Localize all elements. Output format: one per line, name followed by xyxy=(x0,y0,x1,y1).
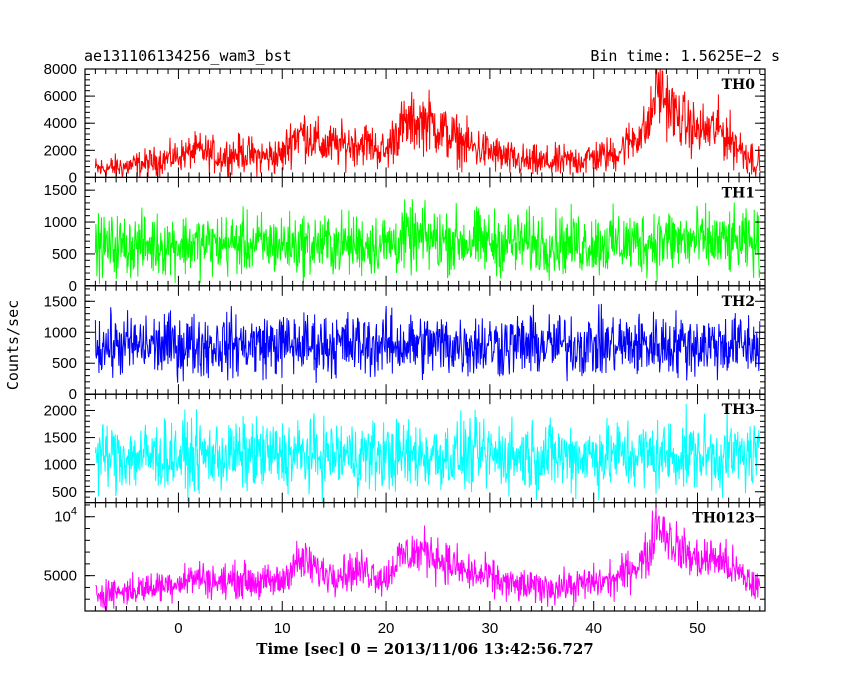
y-tick-label: 1000 xyxy=(44,214,77,231)
x-tick-label: 50 xyxy=(689,620,706,637)
y-tick-label: 0 xyxy=(69,278,77,295)
y-tick-label: 500 xyxy=(52,484,77,501)
y-tick-label: 500 xyxy=(52,355,77,372)
panel-th3: 500 1000 1500 2000 TH3 xyxy=(44,393,766,504)
y-tick-label: 1500 xyxy=(44,182,77,199)
y-tick-label: 2000 xyxy=(44,142,77,159)
y-tick-label: 8000 xyxy=(44,61,77,78)
y-tick-label: 6000 xyxy=(44,88,77,105)
panel-th0: 0 2000 4000 6000 8000 TH0 xyxy=(44,61,766,186)
y-axis-label: Counts/sec xyxy=(4,300,22,390)
y-tick-label: 2000 xyxy=(44,402,77,419)
x-tick-label: 0 xyxy=(174,620,182,637)
x-tick-label: 40 xyxy=(585,620,602,637)
y-tick-label: 1500 xyxy=(44,293,77,310)
y-tick-label: 104 xyxy=(54,506,77,526)
x-tick-label: 30 xyxy=(482,620,499,637)
chart-title: ae131106134256_wam3_bst xyxy=(84,47,292,65)
panel-th1: 0 500 1000 1500 TH1 xyxy=(44,176,766,295)
bin-time-label: Bin time: 1.5625E−2 s xyxy=(590,47,780,65)
y-tick-label: 0 xyxy=(69,386,77,403)
y-tick-label: 0 xyxy=(69,169,77,186)
x-tick-label: 10 xyxy=(274,620,291,637)
x-tick-label: 20 xyxy=(378,620,395,637)
panel-label: TH0123 xyxy=(692,511,755,527)
series-line-th3 xyxy=(94,403,761,503)
series-line-th0 xyxy=(94,69,761,178)
panel-th0123: 5000 104 TH0123 xyxy=(44,502,766,612)
y-tick-label: 1000 xyxy=(44,457,77,474)
panel-frame xyxy=(84,502,766,612)
panel-label: TH3 xyxy=(722,402,755,418)
series-line-th0123 xyxy=(95,504,761,612)
y-tick-label: 1500 xyxy=(44,430,77,447)
y-tick-label: 5000 xyxy=(44,568,77,585)
x-axis-label: Time [sec] 0 = 2013/11/06 13:42:56.727 xyxy=(256,640,593,658)
panel-label: TH1 xyxy=(722,185,755,201)
series-line-th1 xyxy=(94,199,761,285)
series-line-th2 xyxy=(94,303,761,383)
y-tick-label: 4000 xyxy=(44,115,77,132)
y-tick-label: 500 xyxy=(52,246,77,263)
panel-label: TH2 xyxy=(722,294,755,310)
panel-th2: 0 500 1000 1500 TH2 xyxy=(44,285,766,403)
y-tick-label: 1000 xyxy=(44,324,77,341)
panel-label: TH0 xyxy=(722,77,756,93)
